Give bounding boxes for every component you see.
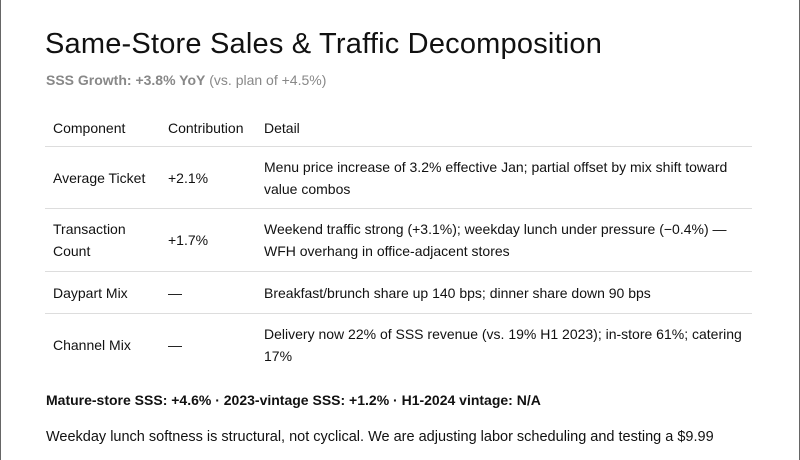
header-component: Component: [53, 120, 126, 136]
sss-growth-value: SSS Growth: +3.8% YoY: [46, 72, 206, 88]
contribution-cell: +2.1%: [168, 169, 209, 186]
decomposition-table: Component Contribution Detail Average Ti…: [45, 110, 752, 376]
vintage-stats: Mature-store SSS: +4.6% · 2023-vintage S…: [46, 392, 541, 408]
detail-cell: Breakfast/brunch share up 140 bps; dinne…: [264, 284, 651, 301]
detail-cell: Weekend traffic strong (+3.1%); weekday …: [264, 221, 727, 259]
sss-growth-subtitle: SSS Growth: +3.8% YoY (vs. plan of +4.5%…: [46, 72, 326, 88]
table-row: Average Ticket +2.1% Menu price increase…: [45, 146, 752, 209]
table-row: Channel Mix — Delivery now 22% of SSS re…: [45, 313, 752, 376]
plan-comparison: (vs. plan of +4.5%): [205, 72, 327, 88]
header-detail: Detail: [264, 120, 300, 136]
contribution-cell: +1.7%: [168, 232, 209, 248]
header-contribution: Contribution: [168, 120, 244, 136]
component-cell: Daypart Mix: [53, 284, 128, 301]
table-header: Component Contribution Detail: [45, 110, 752, 147]
component-cell: Channel Mix: [53, 336, 131, 353]
contribution-cell: —: [168, 336, 182, 353]
table-row: Daypart Mix — Breakfast/brunch share up …: [45, 271, 752, 314]
table-row: Transaction Count +1.7% Weekend traffic …: [45, 208, 752, 272]
component-cell: Average Ticket: [53, 169, 146, 186]
detail-cell: Menu price increase of 3.2% effective Ja…: [264, 158, 728, 197]
contribution-cell: —: [168, 284, 182, 301]
page-title: Same-Store Sales & Traffic Decomposition: [45, 28, 603, 60]
commentary-paragraph: Weekday lunch softness is structural, no…: [46, 429, 714, 445]
component-cell: Transaction Count: [53, 221, 126, 259]
detail-cell: Delivery now 22% of SSS revenue (vs. 19%…: [264, 325, 742, 364]
